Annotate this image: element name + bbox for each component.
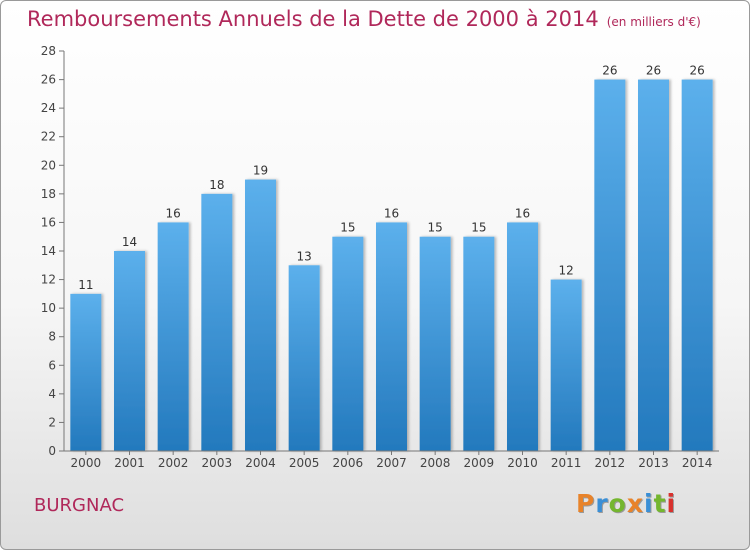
bar-2003 xyxy=(201,193,233,451)
y-tick-label: 26 xyxy=(41,73,56,87)
bar-value-label: 26 xyxy=(646,64,661,78)
bar-value-label: 18 xyxy=(209,178,224,192)
y-tick-label: 20 xyxy=(41,158,56,172)
y-tick-label: 28 xyxy=(41,44,56,58)
chart-unit: (en milliers d'€) xyxy=(606,15,701,29)
bar-value-label: 15 xyxy=(340,221,355,235)
logo-letter: P xyxy=(576,489,596,518)
bar-2002 xyxy=(157,222,189,451)
chart-title: Remboursements Annuels de la Dette de 20… xyxy=(27,7,701,31)
proxiti-logo: Proxiti xyxy=(576,489,676,518)
bar-2009 xyxy=(463,236,495,451)
y-tick-label: 22 xyxy=(41,130,56,144)
bar-2014 xyxy=(681,79,713,452)
bar-value-label: 16 xyxy=(384,206,399,220)
logo-letter: x xyxy=(626,489,644,518)
x-tick-label: 2002 xyxy=(158,456,189,470)
y-tick-label: 12 xyxy=(41,273,56,287)
bar-value-label: 26 xyxy=(690,64,705,78)
y-tick-label: 0 xyxy=(48,444,56,458)
x-tick-label: 2013 xyxy=(638,456,669,470)
x-tick-label: 2012 xyxy=(595,456,626,470)
x-tick-label: 2010 xyxy=(507,456,538,470)
x-tick-label: 2007 xyxy=(376,456,407,470)
bar-2011 xyxy=(550,279,582,451)
x-axis: 2000 2001 2002 2003 2004 2005 2006 2007 2008 2009… xyxy=(64,450,719,470)
x-tick-label: 2003 xyxy=(202,456,233,470)
bar-2012 xyxy=(594,79,626,452)
bar-value-label: 19 xyxy=(253,164,268,178)
logo-letter: o xyxy=(608,489,627,518)
bar-value-label: 13 xyxy=(297,249,312,263)
bar-2010 xyxy=(507,222,538,451)
y-tick-label: 16 xyxy=(41,215,56,229)
bar-2005 xyxy=(288,265,320,451)
bar-value-label: 14 xyxy=(122,235,137,249)
y-tick-label: 10 xyxy=(41,301,56,315)
x-tick-label: 2006 xyxy=(333,456,364,470)
x-tick-label: 2005 xyxy=(289,456,320,470)
y-tick-label: 18 xyxy=(41,187,56,201)
bar-value-label: 16 xyxy=(515,206,530,220)
bar-2000 xyxy=(70,293,102,451)
y-tick-label: 6 xyxy=(48,358,56,372)
bar-value-label: 15 xyxy=(471,221,486,235)
y-tick-label: 4 xyxy=(48,387,56,401)
y-tick-label: 2 xyxy=(48,415,56,429)
bar-value-label: 15 xyxy=(428,221,443,235)
bar-2004 xyxy=(245,179,276,452)
bar-2008 xyxy=(419,236,451,451)
bars-group: 11 14 16 18 19 13 15 16 15 15 16 12 26 26 26 xyxy=(70,64,713,452)
logo-letter: t xyxy=(653,489,667,518)
bar-2013 xyxy=(638,79,669,452)
chart-title-text: Remboursements Annuels de la Dette de 20… xyxy=(27,7,599,31)
logo-letter: i xyxy=(666,489,677,518)
x-tick-label: 2001 xyxy=(114,456,145,470)
y-tick-label: 8 xyxy=(48,330,56,344)
y-tick-label: 24 xyxy=(41,101,56,115)
bar-2006 xyxy=(332,236,364,451)
x-tick-label: 2004 xyxy=(245,456,276,470)
bar-value-label: 26 xyxy=(602,64,617,78)
bar-value-label: 11 xyxy=(78,278,93,292)
logo-letter: r xyxy=(595,489,609,518)
place-name: BURGNAC xyxy=(34,495,125,516)
bar-value-label: 12 xyxy=(559,264,574,278)
x-tick-label: 2009 xyxy=(464,456,495,470)
bar-value-label: 16 xyxy=(166,206,181,220)
logo-letter: i xyxy=(644,489,654,518)
x-tick-label: 2011 xyxy=(551,456,582,470)
bar-2007 xyxy=(376,222,407,451)
y-tick-label: 14 xyxy=(41,244,56,258)
x-tick-label: 2000 xyxy=(71,456,102,470)
x-tick-label: 2014 xyxy=(682,456,713,470)
x-tick-label: 2008 xyxy=(420,456,451,470)
bar-2001 xyxy=(114,251,145,451)
